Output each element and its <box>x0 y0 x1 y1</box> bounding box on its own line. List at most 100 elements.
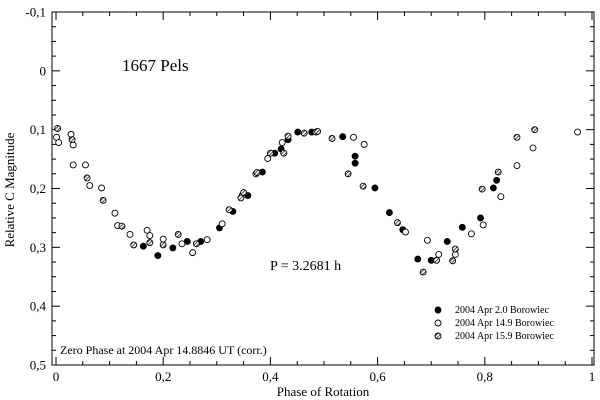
x-tick-label: 0 <box>53 369 60 384</box>
data-point <box>497 193 505 201</box>
data-point <box>513 162 521 170</box>
data-point <box>423 236 431 244</box>
data-point <box>574 128 581 136</box>
data-point <box>225 206 233 214</box>
data-point <box>477 214 484 222</box>
data-point <box>86 182 94 190</box>
data-point <box>478 185 486 193</box>
data-point <box>82 161 89 169</box>
data-point <box>351 159 359 167</box>
data-point <box>393 219 401 227</box>
data-point <box>494 168 502 176</box>
data-point <box>360 140 368 148</box>
data-point <box>328 135 336 142</box>
data-point <box>300 129 308 137</box>
data-point <box>143 226 151 234</box>
data-point <box>98 184 106 192</box>
legend-label: 2004 Apr 2.0 Borowiec <box>455 305 549 316</box>
data-point <box>284 132 292 140</box>
data-point <box>159 241 167 249</box>
data-point <box>253 169 261 177</box>
data-point <box>467 230 475 238</box>
data-point <box>339 133 347 141</box>
x-tick-label: 0,6 <box>369 369 386 384</box>
series-hatched-circle <box>54 125 539 276</box>
data-point <box>111 209 119 217</box>
data-point <box>174 230 182 238</box>
data-point <box>99 196 107 204</box>
data-point <box>489 184 497 192</box>
data-point <box>458 223 466 231</box>
data-point <box>493 176 501 184</box>
legend-marker <box>434 332 442 340</box>
data-point <box>419 268 427 276</box>
data-point <box>192 240 200 248</box>
data-point <box>344 170 352 178</box>
data-point <box>146 232 154 240</box>
data-point <box>264 155 272 162</box>
y-tick-label: 0,2 <box>30 181 46 196</box>
data-point <box>266 149 274 157</box>
data-point <box>189 249 197 257</box>
data-point <box>359 182 367 190</box>
data-point <box>69 161 77 169</box>
data-point <box>294 128 302 136</box>
data-point <box>529 144 537 152</box>
data-point <box>203 236 211 244</box>
data-point <box>278 139 286 147</box>
data-point <box>126 230 134 238</box>
series-open-circle <box>53 128 581 258</box>
data-point <box>118 222 126 230</box>
data-point <box>443 237 451 245</box>
chart-title: 1667 Pels <box>122 56 189 75</box>
legend-label: 2004 Apr 15.9 Borowiec <box>455 331 554 342</box>
data-point <box>83 174 91 182</box>
data-point <box>54 125 62 132</box>
x-tick-label: 0,4 <box>262 369 279 384</box>
data-point <box>479 221 487 229</box>
data-point <box>68 136 76 144</box>
period-annotation: P = 3.2681 h <box>270 259 341 274</box>
x-tick-label: 1 <box>589 369 596 384</box>
data-point <box>154 252 162 260</box>
data-point <box>433 256 441 264</box>
data-point <box>371 184 379 192</box>
legend: 2004 Apr 2.0 Borowiec 2004 Apr 14.9 Borow… <box>434 305 554 342</box>
data-point <box>130 241 138 249</box>
y-tick-label: 0,1 <box>30 122 46 137</box>
x-tick-label: 0,8 <box>477 369 493 384</box>
data-point <box>531 126 539 134</box>
data-point <box>159 235 167 243</box>
legend-label: 2004 Apr 14.9 Borowiec <box>455 318 554 329</box>
data-point <box>240 189 248 197</box>
data-point <box>414 255 422 263</box>
y-tick-label: 0,5 <box>30 358 46 373</box>
legend-marker <box>434 306 442 314</box>
data-point <box>513 133 521 141</box>
data-point <box>314 127 322 135</box>
axis-ticks: 0 0,2 0,4 0,6 0,8 1 -0,1 0 0,1 0,2 0,3 0,4 0,5 <box>25 5 595 385</box>
data-point <box>351 152 359 160</box>
y-tick-label: -0,1 <box>25 5 46 20</box>
data-point <box>449 257 457 265</box>
data-point <box>402 228 409 236</box>
x-axis-title: Phase of Rotation <box>277 384 370 399</box>
data-point <box>139 242 147 250</box>
data-point <box>451 245 459 253</box>
data-point <box>435 250 443 258</box>
data-points <box>53 125 581 276</box>
y-tick-label: 0,4 <box>30 299 47 314</box>
y-axis-title: Relative C Magnitude <box>2 132 17 247</box>
x-tick-label: 0,2 <box>155 369 171 384</box>
data-point <box>146 239 154 247</box>
data-point <box>237 194 245 202</box>
legend-marker <box>434 319 442 327</box>
data-point <box>178 240 186 248</box>
data-point <box>55 139 63 147</box>
data-point <box>169 244 177 252</box>
data-point <box>218 220 226 228</box>
data-point <box>280 149 288 157</box>
data-point <box>350 133 357 141</box>
data-point <box>385 209 393 217</box>
